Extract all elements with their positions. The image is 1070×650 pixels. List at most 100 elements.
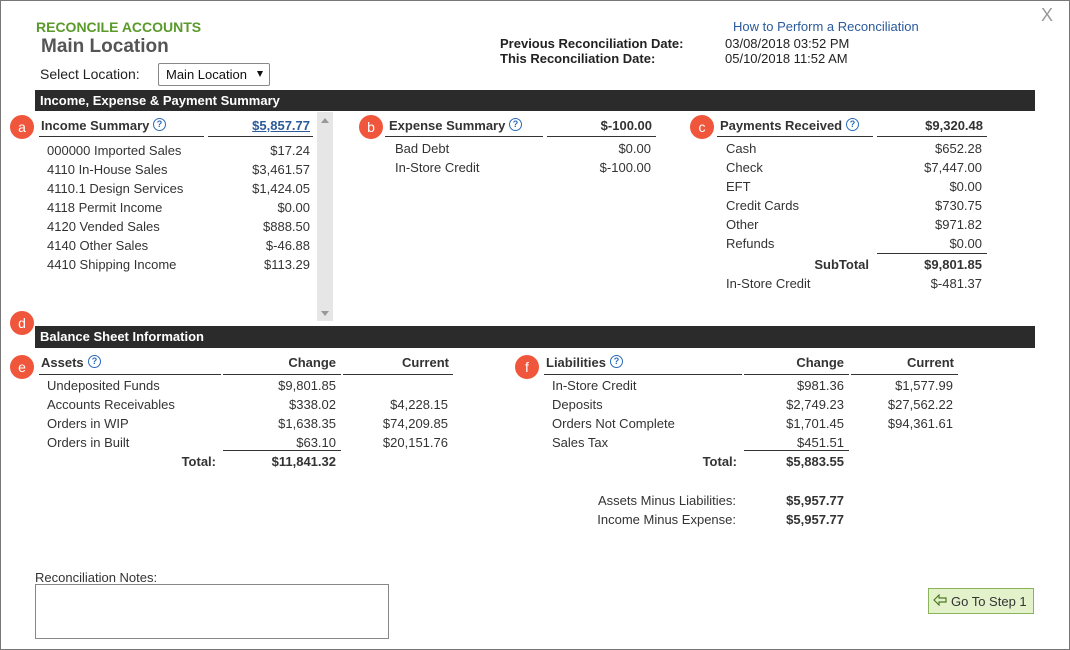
row-label: Check: [726, 160, 763, 175]
check-label: Assets Minus Liabilities:: [598, 493, 736, 508]
badge: c: [690, 115, 714, 139]
rule: [39, 374, 221, 375]
rule: [343, 374, 453, 375]
row-value: $971.82: [935, 217, 982, 232]
panel-title: Payments Received: [720, 118, 843, 133]
row-label: Credit Cards: [726, 198, 799, 213]
row-current: $20,151.76: [382, 435, 448, 450]
check-value: $5,957.77: [786, 493, 844, 508]
row-change: $338.02: [289, 397, 336, 412]
row-value: $0.00: [618, 141, 651, 156]
date-value: 05/10/2018 11:52 AM: [725, 51, 848, 66]
row-label: Refunds: [726, 236, 775, 251]
rule: [385, 136, 543, 137]
column-header: Change: [796, 355, 844, 370]
row-label: Bad Debt: [395, 141, 450, 156]
help-icon[interactable]: ?: [88, 355, 101, 368]
select-arrow: [257, 71, 263, 77]
row-change: $1,701.45: [786, 416, 844, 431]
row-label: Orders in Built: [47, 435, 130, 450]
scroll-up[interactable]: [321, 118, 329, 123]
badge: d: [10, 311, 34, 335]
row-value: $-481.37: [930, 276, 982, 291]
rule: [223, 374, 341, 375]
panel-title: Expense Summary: [389, 118, 506, 133]
column-header: Current: [907, 355, 954, 370]
scroll-down[interactable]: [321, 311, 329, 316]
date-label: This Reconciliation Date:: [500, 51, 656, 66]
notes-textarea[interactable]: [35, 584, 389, 639]
rule: [877, 136, 987, 137]
income-total[interactable]: $5,857.77: [252, 118, 310, 133]
total-value: $11,841.32: [271, 454, 336, 469]
panel-title: Assets: [41, 355, 84, 370]
rule: [744, 374, 849, 375]
row-value: $1,424.05: [252, 181, 310, 196]
row-current: $74,209.85: [382, 416, 448, 431]
row-current: $27,562.22: [887, 397, 953, 412]
row-label: In-Store Credit: [726, 276, 811, 291]
row-value: $0.00: [949, 179, 982, 194]
check-value: $5,957.77: [786, 512, 844, 527]
help-icon[interactable]: ?: [509, 118, 522, 131]
row-label: In-Store Credit: [395, 160, 480, 175]
panel-title: Income Summary: [41, 118, 150, 133]
close-button[interactable]: X: [1041, 5, 1054, 25]
rule: [851, 374, 958, 375]
help-icon[interactable]: ?: [610, 355, 623, 368]
row-value: $113.29: [263, 257, 310, 272]
row-value: $730.75: [935, 198, 982, 213]
total-label: Total:: [702, 454, 737, 469]
row-current: $94,361.61: [887, 416, 953, 431]
rule: [877, 253, 987, 254]
rule: [544, 374, 742, 375]
row-label: Orders in WIP: [47, 416, 129, 431]
row-label: Undeposited Funds: [47, 378, 160, 393]
badge: e: [10, 355, 34, 379]
step-button-label[interactable]: Go To Step 1: [951, 594, 1027, 609]
section-bar: Balance Sheet Information: [35, 326, 1035, 348]
row-value: $652.28: [935, 141, 982, 156]
row-label: In-Store Credit: [552, 378, 637, 393]
help-icon[interactable]: ?: [153, 118, 166, 131]
column-header: Change: [288, 355, 336, 370]
row-label: 4140 Other Sales: [47, 238, 149, 253]
section-bar: Income, Expense & Payment Summary: [35, 90, 1035, 111]
location-select[interactable]: [158, 63, 270, 86]
rule: [547, 136, 656, 137]
row-label: 4110.1 Design Services: [47, 181, 184, 196]
row-current: $1,577.99: [895, 378, 953, 393]
row-value: $17.24: [270, 143, 310, 158]
row-label: Orders Not Complete: [552, 416, 675, 431]
help-link[interactable]: How to Perform a Reconciliation: [733, 19, 919, 34]
row-change: $451.51: [797, 435, 844, 450]
check-label: Income Minus Expense:: [597, 512, 736, 527]
total-value: $5,883.55: [786, 454, 844, 469]
help-icon[interactable]: ?: [846, 118, 859, 131]
badge: f: [515, 355, 539, 379]
row-value: $0.00: [277, 200, 310, 215]
badge: a: [10, 115, 34, 139]
row-label: EFT: [726, 179, 751, 194]
panel-total: $9,320.48: [925, 118, 983, 133]
row-value: $888.50: [263, 219, 310, 234]
row-value: $3,461.57: [252, 162, 310, 177]
select-value: Main Location: [166, 67, 247, 82]
date-label: Previous Reconciliation Date:: [500, 36, 684, 51]
row-label: 000000 Imported Sales: [47, 143, 182, 158]
rule: [223, 450, 341, 451]
row-value: $0.00: [949, 236, 982, 251]
row-label: 4120 Vended Sales: [47, 219, 160, 234]
rule: [208, 136, 313, 137]
row-value: $-100.00: [599, 160, 651, 175]
column-header: Current: [402, 355, 449, 370]
scrollbar[interactable]: [317, 112, 333, 321]
row-change: $1,638.35: [278, 416, 336, 431]
row-label: Deposits: [552, 397, 603, 412]
total-label: Total:: [181, 454, 216, 469]
location-title: Main Location: [41, 36, 169, 57]
badge: b: [359, 115, 383, 139]
row-label: Accounts Receivables: [47, 397, 175, 412]
subtotal-label: SubTotal: [814, 257, 869, 272]
